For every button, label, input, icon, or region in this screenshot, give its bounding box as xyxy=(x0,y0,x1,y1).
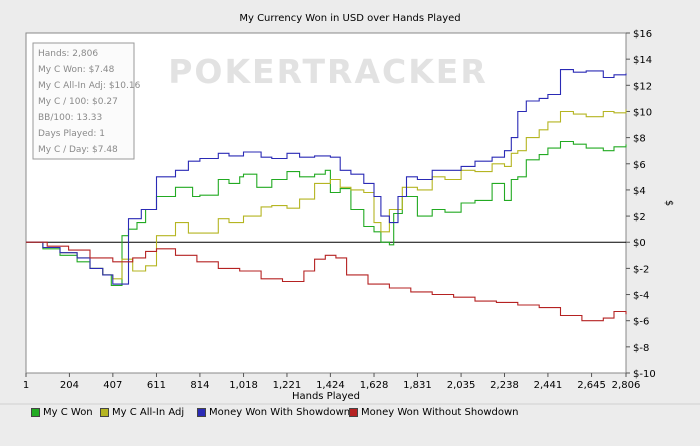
x-tick-label: 407 xyxy=(103,380,122,391)
series-non-showdown-line xyxy=(26,241,627,322)
y-tick-label: $-6 xyxy=(633,317,649,328)
legend-label: Money Won With Showdown xyxy=(209,406,351,418)
y-axis: $16 $14 $12 $10 $8 $6 $4 $2 $0 $-2 $-4 $-6 $-8 $-10 xyxy=(626,29,656,380)
x-tick-label: 2,035 xyxy=(447,380,476,391)
y-tick-label: $0 xyxy=(633,238,646,249)
series-my-c-won-line xyxy=(26,140,627,286)
y-axis-label: $ xyxy=(663,200,674,206)
legend-showdown[interactable]: Money Won With Showdown xyxy=(197,404,350,420)
x-tick-label: 2,645 xyxy=(577,380,606,391)
series-lines xyxy=(26,69,627,322)
series-showdown-line xyxy=(26,69,627,285)
y-tick-label: $2 xyxy=(633,212,646,223)
legend-non-showdown[interactable]: Money Won Without Showdown xyxy=(349,404,519,420)
y-tick-label: $-2 xyxy=(633,264,649,275)
legend-my-c-all-in-adj[interactable]: My C All-In Adj xyxy=(100,404,184,420)
x-tick-label: 1,221 xyxy=(273,380,302,391)
x-axis-label: Hands Played xyxy=(292,391,360,402)
y-tick-label: $-10 xyxy=(633,369,656,380)
y-tick-label: $12 xyxy=(633,81,652,92)
legend-my-c-won[interactable]: My C Won xyxy=(31,404,93,420)
stats-line: My C All-In Adj: $10.16 xyxy=(38,81,141,91)
stats-line: BB/100: 13.33 xyxy=(38,113,102,123)
x-tick-label: 2,441 xyxy=(534,380,563,391)
x-tick-label: 2,806 xyxy=(612,380,641,391)
x-tick-label: 1,628 xyxy=(360,380,389,391)
chart-title: My Currency Won in USD over Hands Played xyxy=(239,13,460,24)
legend-label: My C Won xyxy=(43,406,93,418)
y-tick-label: $14 xyxy=(633,55,652,66)
stats-box-frame xyxy=(32,42,135,160)
stats-line: Days Played: 1 xyxy=(38,129,105,139)
legend-swatch xyxy=(100,407,109,417)
stats-line: My C / 100: $0.27 xyxy=(38,97,118,107)
x-tick-label: 611 xyxy=(147,380,166,391)
x-tick-label: 1,424 xyxy=(316,380,345,391)
y-tick-label: $4 xyxy=(633,186,646,197)
y-tick-label: $8 xyxy=(633,134,646,145)
x-axis: 1 204 407 611 814 1,018 1,221 1,424 1,628 1,831 2,… xyxy=(23,373,641,391)
y-tick-label: $-8 xyxy=(633,343,649,354)
y-tick-label: $16 xyxy=(633,29,652,40)
y-tick-label: $6 xyxy=(633,160,646,171)
watermark: POKERTRACKER xyxy=(168,52,488,91)
legend-swatch xyxy=(349,407,358,417)
x-tick-label: 2,238 xyxy=(490,380,519,391)
stats-box: Hands: 2,806 My C Won: $7.48 My C All-In A… xyxy=(32,42,141,160)
series-my-c-all-in-adj-line xyxy=(26,109,627,280)
stats-line: Hands: 2,806 xyxy=(38,49,98,59)
stats-line: My C Won: $7.48 xyxy=(38,65,115,75)
stats-line: My C / Day: $7.48 xyxy=(38,145,118,155)
legend-swatch xyxy=(197,407,206,417)
x-tick-label: 204 xyxy=(60,380,79,391)
x-tick-label: 1,018 xyxy=(229,380,258,391)
x-tick-label: 1 xyxy=(23,380,29,391)
x-tick-label: 1,831 xyxy=(403,380,432,391)
x-tick-label: 814 xyxy=(190,380,209,391)
y-tick-label: $-4 xyxy=(633,291,649,302)
legend-swatch xyxy=(31,407,40,417)
legend-label: My C All-In Adj xyxy=(112,406,185,418)
legend-label: Money Won Without Showdown xyxy=(361,406,519,418)
y-tick-label: $10 xyxy=(633,107,652,118)
